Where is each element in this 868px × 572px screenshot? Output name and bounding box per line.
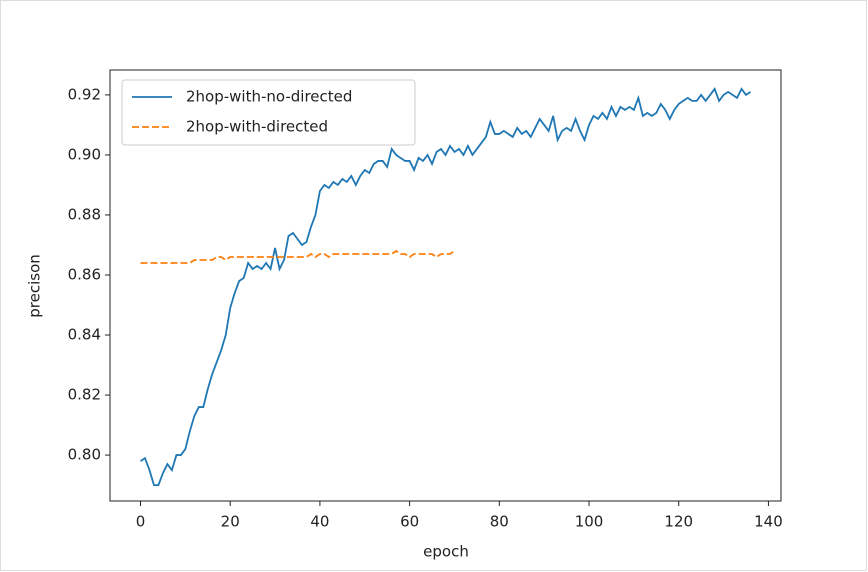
x-tick-label: 20 <box>221 513 240 531</box>
x-tick-label: 100 <box>575 513 604 531</box>
x-axis-label: epoch <box>423 543 469 561</box>
x-tick-label: 140 <box>754 513 783 531</box>
y-tick-label: 0.88 <box>68 205 101 223</box>
x-tick-label: 0 <box>136 513 146 531</box>
plot-frame <box>109 69 782 502</box>
y-tick-label: 0.90 <box>68 145 101 163</box>
legend-box <box>121 79 416 146</box>
y-tick-label: 0.86 <box>68 265 101 283</box>
y-tick-label: 0.80 <box>68 446 101 464</box>
x-tick-label: 80 <box>490 513 509 531</box>
x-tick-label: 40 <box>310 513 329 531</box>
series-line <box>140 87 751 486</box>
legend-label: 2hop-with-directed <box>186 118 328 136</box>
series-line <box>140 249 455 264</box>
legend-label: 2hop-with-no-directed <box>186 88 352 106</box>
y-tick-label: 0.82 <box>68 386 101 404</box>
y-tick-label: 0.92 <box>68 85 101 103</box>
y-axis-label: precison <box>26 254 44 318</box>
x-tick-label: 60 <box>400 513 419 531</box>
y-tick-label: 0.84 <box>68 326 101 344</box>
x-tick-label: 120 <box>664 513 693 531</box>
